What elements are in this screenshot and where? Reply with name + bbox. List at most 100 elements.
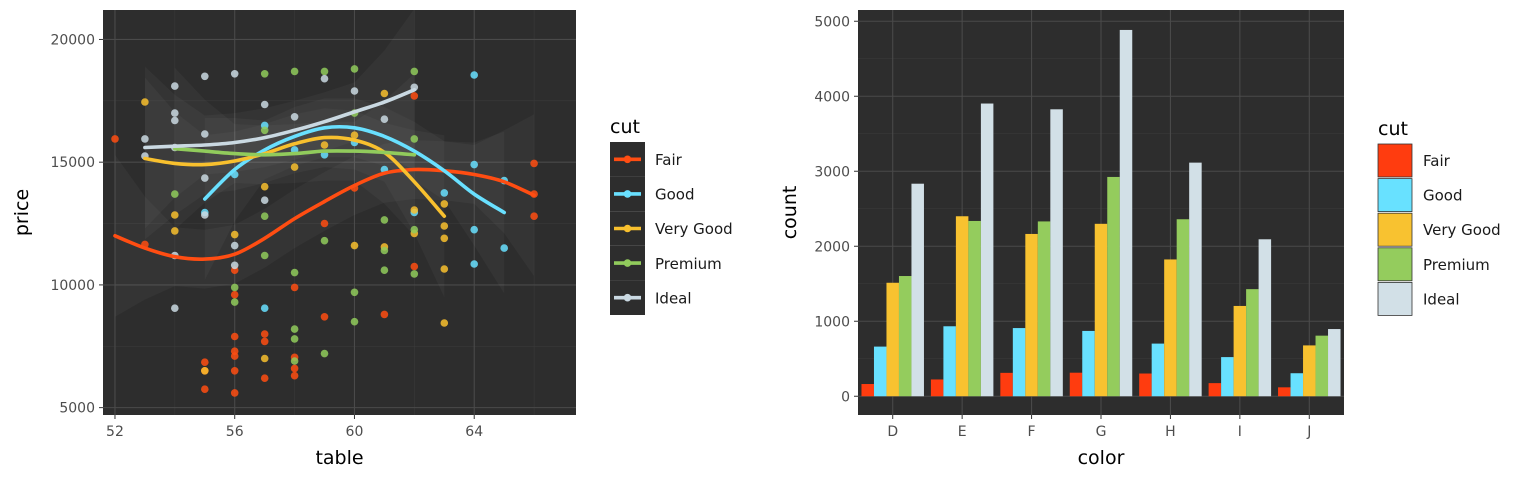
point-ideal (171, 82, 179, 90)
bar-f-very-good (1025, 233, 1038, 397)
point-premium (410, 135, 419, 143)
scatter-trend-lines (113, 88, 536, 261)
point-ideal (260, 196, 269, 204)
x-tick-label: 56 (226, 424, 244, 440)
bar-f-ideal (1050, 109, 1063, 397)
point-very-good (201, 367, 209, 375)
x-tick-label: 60 (346, 424, 364, 440)
point-very-good (440, 265, 449, 273)
bar-j-premium (1315, 335, 1329, 397)
point-fair (111, 135, 119, 143)
legend-key-premium (1377, 247, 1413, 282)
bar-legend: cut Fair Good Very Good Premium Ideal (1377, 118, 1501, 316)
point-fair (380, 310, 389, 319)
point-very-good (410, 206, 419, 214)
legend-key-point (623, 155, 632, 164)
point-premium (290, 67, 299, 76)
trend-line-very-good (143, 135, 447, 218)
legend-label-fair: Fair (655, 151, 683, 169)
point-very-good (440, 319, 449, 327)
point-fair (290, 371, 299, 380)
legend-key-very-good (1377, 212, 1413, 247)
legend-label-premium: Premium (1423, 256, 1490, 274)
y-axis-title: count (779, 186, 801, 240)
legend-key-ideal (1377, 281, 1413, 316)
bar-g-premium (1107, 176, 1120, 397)
bar-i-very-good (1233, 305, 1247, 397)
y-tick-label: 0 (841, 389, 850, 405)
bar-h-good (1151, 343, 1165, 397)
point-premium (350, 317, 359, 326)
bar-d-fair (861, 384, 874, 397)
y-tick-label: 1000 (814, 314, 850, 330)
point-very-good (380, 89, 389, 98)
trend-line-premium (173, 146, 417, 157)
legend-key-point (623, 190, 632, 198)
y-tick-label: 2000 (814, 239, 850, 255)
point-very-good (440, 222, 449, 230)
point-premium (290, 335, 299, 343)
bar-f-premium (1037, 221, 1051, 397)
point-fair (320, 219, 329, 228)
bar-i-ideal (1258, 239, 1272, 397)
point-very-good (171, 227, 179, 235)
y-tick-label: 4000 (814, 89, 850, 105)
point-very-good (171, 211, 179, 219)
legend-label-good: Good (1423, 187, 1463, 205)
point-premium (260, 251, 269, 260)
point-premium (260, 70, 269, 78)
point-premium (230, 283, 239, 292)
point-good (260, 304, 269, 313)
point-fair (230, 367, 239, 375)
point-premium (290, 268, 299, 277)
bar-e-fair (930, 379, 944, 397)
x-tick-label: E (958, 424, 967, 440)
point-ideal (350, 87, 359, 95)
bar-g-very-good (1094, 223, 1108, 397)
legend-key-fair (1377, 143, 1413, 178)
point-ideal (201, 130, 209, 138)
point-ideal (141, 135, 149, 143)
x-tick-label: H (1165, 424, 1176, 440)
point-fair (530, 159, 538, 168)
point-very-good (141, 98, 149, 106)
point-premium (380, 246, 389, 255)
point-good (470, 225, 479, 234)
y-tick-label: 3000 (814, 164, 850, 180)
point-premium (350, 288, 359, 297)
bar-e-good (943, 326, 956, 397)
point-very-good (320, 141, 329, 149)
bar-d-very-good (886, 282, 899, 397)
bar-j-ideal (1328, 329, 1341, 397)
point-fair (260, 374, 269, 383)
point-premium (320, 236, 329, 245)
bar-h-ideal (1189, 162, 1202, 397)
point-ideal (380, 115, 389, 123)
y-tick-label: 5000 (814, 14, 850, 30)
legend-title: cut (1378, 118, 1408, 140)
point-fair (230, 332, 239, 341)
bar-g-good (1082, 330, 1095, 397)
point-premium (380, 266, 389, 275)
bar-j-fair (1278, 387, 1291, 397)
legend-label-ideal: Ideal (655, 289, 692, 307)
legend-label-fair: Fair (1423, 152, 1451, 170)
bar-j-good (1290, 373, 1304, 397)
scatter-panel (103, 10, 576, 415)
point-premium (410, 270, 419, 278)
point-very-good (260, 182, 269, 191)
bar-f-good (1012, 328, 1026, 397)
point-very-good (440, 200, 449, 208)
point-fair (320, 313, 329, 321)
bar-g-fair (1069, 372, 1083, 397)
bar-g-ideal (1119, 29, 1133, 397)
point-ideal (320, 74, 329, 83)
point-premium (290, 357, 299, 365)
point-good (470, 260, 479, 268)
point-very-good (350, 131, 359, 139)
bar-d-good (873, 346, 887, 397)
bar-h-very-good (1164, 259, 1177, 397)
legend-key-point (623, 224, 632, 233)
point-fair (230, 290, 239, 299)
